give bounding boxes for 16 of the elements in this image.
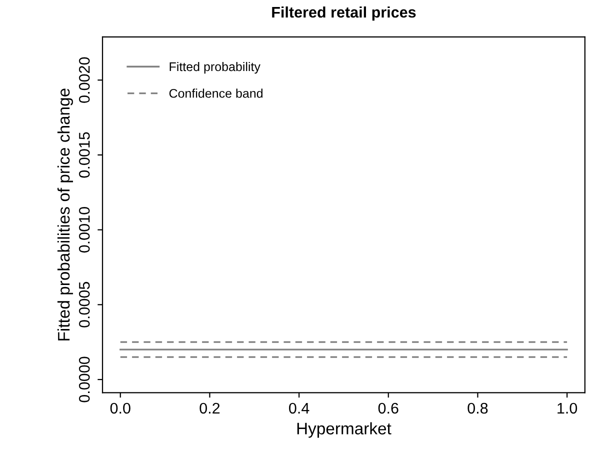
x-tick-label: 1.0: [558, 402, 578, 414]
y-tick-label: 0.0010: [78, 207, 90, 253]
legend-label: Fitted probability: [170, 62, 260, 74]
x-tick-label: 0.2: [200, 402, 220, 414]
x-tick-label: 0.4: [289, 402, 310, 414]
chart-title: Filtered retail prices: [272, 6, 416, 21]
x-tick-label: 0.6: [378, 402, 398, 414]
y-axis-title: Fitted probabilities of price change: [57, 88, 73, 340]
legend-label: Confidence band: [169, 88, 262, 98]
x-tick-label: 0.8: [468, 402, 488, 414]
y-tick-label: 0.0020: [78, 57, 90, 103]
x-axis-title: Hypermarket: [297, 422, 392, 438]
x-tick-label: 0.0: [110, 402, 130, 414]
y-tick-label: 0.0005: [78, 282, 90, 328]
y-tick-label: 0.0000: [78, 356, 90, 402]
y-tick-label: 0.0015: [78, 132, 90, 178]
